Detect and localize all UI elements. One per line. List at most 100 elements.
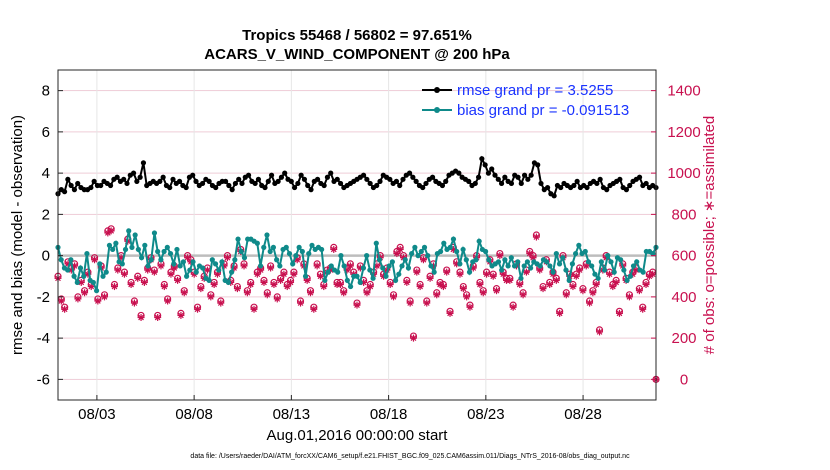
rmse-point <box>492 172 498 178</box>
x-axis-label: Aug.01,2016 00:00:00 start <box>267 427 449 444</box>
asterisk-stroke <box>500 271 507 278</box>
bias-point <box>601 267 608 273</box>
bias-point <box>463 257 469 263</box>
asterisk-stroke <box>241 263 247 269</box>
asterisk-stroke <box>427 275 433 282</box>
obs-possible-point <box>562 289 570 297</box>
obs-possible-point <box>569 280 577 289</box>
obs-possible-point <box>290 268 298 276</box>
bias-point <box>418 248 424 255</box>
bias-point <box>283 244 289 250</box>
bias-point <box>441 240 447 246</box>
obs-possible-point <box>413 266 421 274</box>
bias-point <box>412 244 418 250</box>
bias-point <box>290 261 296 267</box>
bias-point <box>354 273 360 279</box>
obs-possible-point <box>340 287 348 295</box>
bias-point <box>454 248 460 255</box>
obs-possible-point <box>263 289 271 297</box>
bias-point <box>495 259 502 265</box>
rmse-point <box>298 172 304 178</box>
rmse-point <box>213 184 219 191</box>
asterisk-stroke <box>251 306 257 313</box>
obs-possible-point <box>177 309 185 317</box>
rmse-point <box>643 180 649 187</box>
rmse-point <box>107 182 114 189</box>
bias-point <box>421 244 428 250</box>
bias-point <box>193 269 199 275</box>
obs-possible-point <box>389 291 398 299</box>
bias-point <box>286 250 293 257</box>
asterisk-stroke <box>75 296 81 302</box>
rmse-point <box>397 182 403 189</box>
rmse-point <box>472 180 478 187</box>
bias-point <box>129 244 135 250</box>
x-tick-label: 08/03 <box>78 406 116 423</box>
asterisk-stroke <box>616 310 623 317</box>
bias-point <box>119 261 125 267</box>
rmse-point <box>199 180 206 187</box>
bias-point <box>110 246 116 253</box>
bias-point <box>84 250 90 257</box>
bias-point <box>402 257 408 263</box>
data-file-footer: data file: /Users/raeder/DAI/ATM_forcXX/… <box>190 453 630 460</box>
bias-point <box>544 259 550 265</box>
rmse-point <box>255 176 262 182</box>
bias-point <box>367 267 373 273</box>
obs-possible-point <box>270 278 278 287</box>
bias-point <box>344 277 350 283</box>
rmse-point <box>482 162 488 168</box>
bias-point <box>338 253 344 259</box>
rmse-point <box>262 184 268 191</box>
bias-point <box>257 263 264 269</box>
bias-point <box>200 265 206 271</box>
rmse-point <box>387 176 393 182</box>
bias-point <box>563 267 569 273</box>
bias-point <box>450 236 457 242</box>
bias-point <box>347 283 354 290</box>
bias-point <box>431 269 437 275</box>
obs-possible-point <box>94 295 102 303</box>
asterisk-stroke <box>374 263 380 269</box>
obs-possible-point <box>363 287 371 295</box>
bias-point <box>187 267 193 273</box>
bias-point <box>309 242 315 248</box>
rmse-point <box>75 180 81 187</box>
obs-assimilated-point <box>625 293 633 301</box>
asterisk-stroke <box>626 294 633 300</box>
rmse-point <box>521 172 528 178</box>
left-tick-label: -6 <box>37 371 50 388</box>
asterisk-stroke <box>144 267 151 273</box>
rmse-point <box>485 170 492 176</box>
asterisk-stroke <box>347 263 354 269</box>
rmse-point <box>502 174 508 180</box>
obs-possible-point <box>539 282 547 291</box>
axes-box <box>57 69 657 401</box>
obs-possible-point <box>333 278 341 287</box>
x-axis-ticks: 08/03 08/08 08/13 08/18 08/23 08/28 <box>78 395 602 423</box>
bias-point <box>267 248 273 255</box>
rmse-point <box>538 180 544 187</box>
bias-point <box>180 259 186 265</box>
asterisk-stroke <box>131 300 138 306</box>
bias-point <box>502 257 508 263</box>
rmse-point <box>114 174 120 180</box>
plot-area <box>58 70 656 400</box>
right-y-axis-ticks: 0 200 400 600 800 1000 1200 1400 <box>651 83 701 388</box>
obs-possible-point <box>276 274 285 282</box>
rmse-point <box>301 176 308 182</box>
asterisk-stroke <box>158 263 164 269</box>
bias-point <box>585 259 592 265</box>
bias-point <box>74 279 80 286</box>
asterisk-stroke <box>400 254 407 261</box>
rmse-point <box>623 187 630 193</box>
rmse-point <box>495 176 501 182</box>
asterisk-stroke <box>636 287 643 294</box>
obs-possible-point <box>313 260 321 268</box>
bias-point <box>528 265 534 271</box>
x-tick-label: 08/08 <box>175 406 213 423</box>
left-y-axis-label: rmse and bias (model - observation) <box>9 115 26 355</box>
asterisk-stroke <box>490 273 497 280</box>
bias-point <box>611 269 617 275</box>
obs-possible-point <box>625 291 634 299</box>
